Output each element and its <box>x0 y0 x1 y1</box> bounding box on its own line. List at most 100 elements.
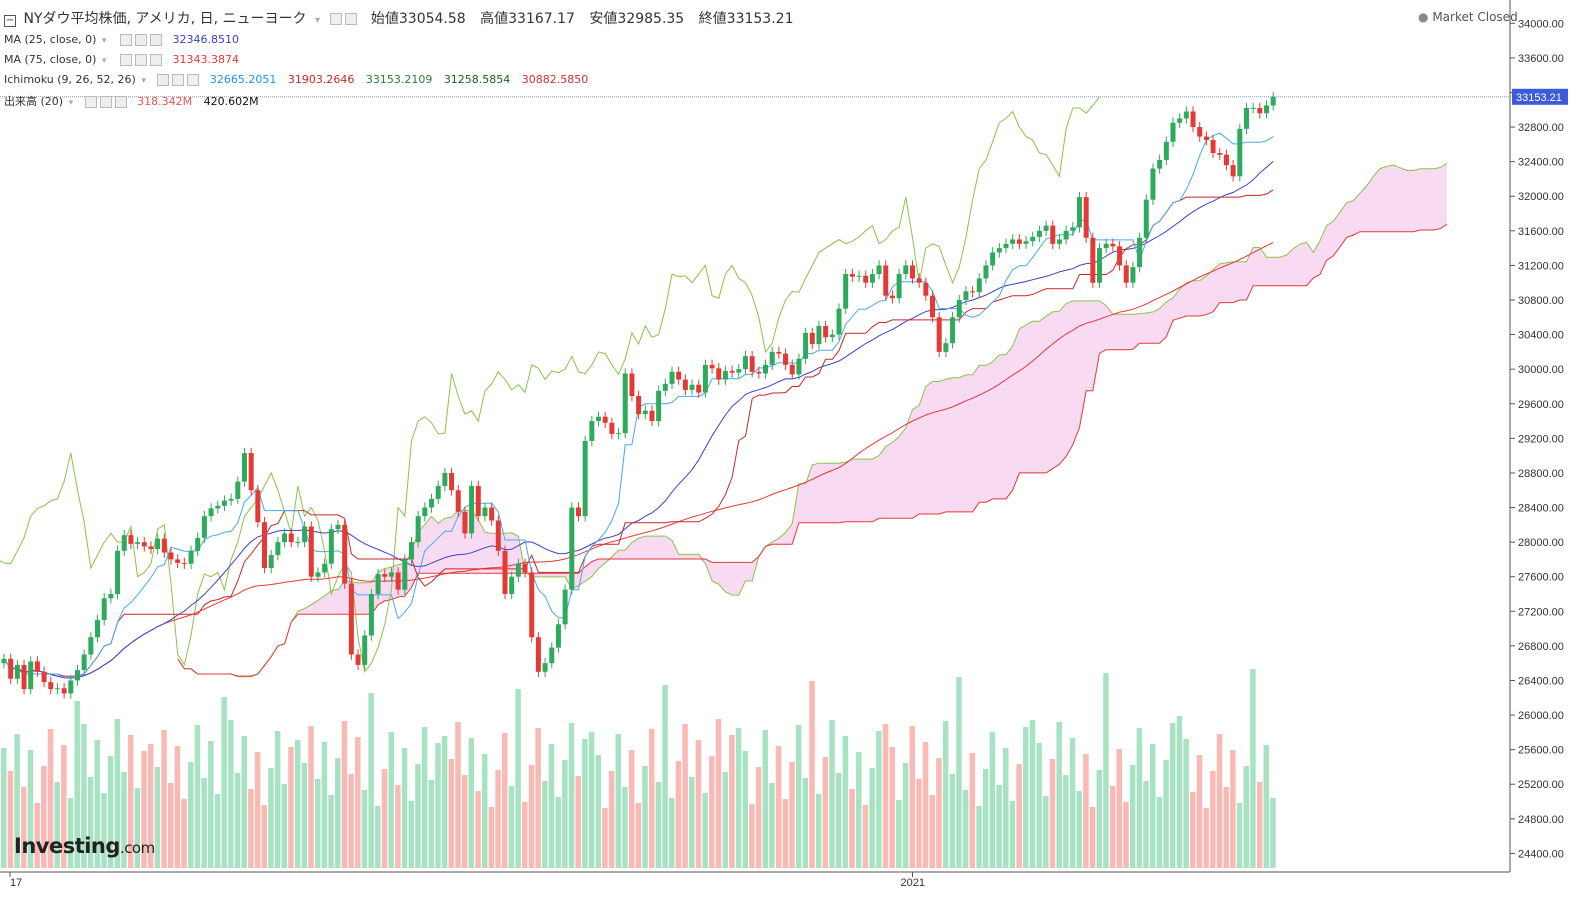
candle-body <box>408 542 414 560</box>
y-tick-label: 32800.00 <box>1518 122 1564 134</box>
candle-body <box>28 661 34 690</box>
volume-bar <box>956 677 962 868</box>
volume-bar <box>1183 739 1189 868</box>
volume-bar <box>789 762 795 868</box>
candle-body <box>475 485 481 517</box>
candle-body <box>636 395 642 415</box>
visibility-toggle-icon[interactable] <box>330 13 343 25</box>
volume-bar <box>502 733 508 868</box>
volume-bar <box>168 783 174 868</box>
chevron-down-icon[interactable]: ▾ <box>68 98 74 108</box>
candle-body <box>1137 237 1143 268</box>
volume-bar <box>1230 750 1236 868</box>
volume-bar <box>655 782 662 868</box>
candle-body <box>388 572 394 577</box>
visibility-toggle-icon[interactable] <box>119 34 132 46</box>
volume-bar <box>121 772 127 868</box>
settings-icon[interactable] <box>134 54 147 66</box>
candle-body <box>1264 105 1270 114</box>
close-icon[interactable] <box>187 74 200 86</box>
volume-bar <box>628 750 635 868</box>
volume-bar <box>602 808 608 868</box>
volume-bar <box>896 800 902 868</box>
chevron-down-icon[interactable]: ▾ <box>101 36 107 46</box>
high-label: 高値 <box>480 11 509 27</box>
volume-bar <box>1236 803 1243 868</box>
candle-body <box>702 364 708 393</box>
candle-body <box>943 343 949 352</box>
volume-bar <box>782 799 789 868</box>
candle-body <box>575 507 581 517</box>
chevron-down-icon[interactable]: ▾ <box>314 15 320 26</box>
volume-bar <box>395 785 401 868</box>
volume-bar <box>515 689 521 868</box>
candle-body <box>375 574 381 594</box>
candle-body <box>1230 165 1236 177</box>
volume-bar <box>575 776 581 868</box>
y-tick-label: 32400.00 <box>1518 157 1564 169</box>
volume-bar <box>1176 716 1183 868</box>
volume-bar <box>715 719 722 868</box>
volume-bar <box>441 736 448 868</box>
visibility-toggle-icon[interactable] <box>119 54 132 66</box>
ichimoku-value-0: 32665.2051 <box>209 73 277 86</box>
volume-bar <box>622 787 628 868</box>
volume-bar <box>1256 782 1263 868</box>
volume-bar <box>1210 771 1216 868</box>
candle-body <box>1 658 7 664</box>
volume-bar <box>375 806 381 868</box>
volume-bar <box>749 804 755 868</box>
ichimoku-legend[interactable]: Ichimoku (9, 26, 52, 26) ▾ 32665.2051 31… <box>4 73 588 86</box>
close-icon[interactable] <box>149 34 162 46</box>
settings-icon[interactable] <box>172 74 185 86</box>
open-value: 33054.58 <box>398 11 466 27</box>
volume-bar <box>87 777 94 868</box>
settings-icon[interactable] <box>134 34 147 46</box>
volume-bar <box>221 697 227 868</box>
candle-body <box>769 351 775 365</box>
candle-body <box>328 529 334 564</box>
minus-box-icon[interactable]: − <box>4 15 16 27</box>
volume-bar <box>702 793 708 868</box>
volume-bar <box>348 774 354 868</box>
volume-legend[interactable]: 出来高 (20) ▾ 318.342M 420.602M <box>4 93 259 109</box>
settings-icon[interactable] <box>99 96 112 108</box>
y-tick-label: 24400.00 <box>1518 848 1564 860</box>
candle-body <box>455 490 461 512</box>
volume-bar <box>989 732 996 868</box>
candle-body <box>896 274 902 299</box>
low-label: 安値 <box>589 11 618 27</box>
volume-bar <box>1016 764 1022 868</box>
visibility-toggle-icon[interactable] <box>84 96 97 108</box>
ichimoku-chikou <box>0 96 1100 673</box>
candle-body <box>970 291 976 293</box>
volume-bar <box>368 693 374 868</box>
ma25-value: 32346.8510 <box>172 33 239 46</box>
candle-body <box>756 371 762 374</box>
candle-body <box>1150 168 1156 200</box>
candle-body <box>729 370 735 373</box>
ma75-legend[interactable]: MA (75, close, 0) ▾ 31343.3874 <box>4 53 239 66</box>
volume-bar <box>1243 766 1249 868</box>
candle-body <box>302 526 308 543</box>
candle-body <box>1090 237 1096 283</box>
close-icon[interactable] <box>149 54 162 66</box>
volume-bar <box>535 728 541 868</box>
candle-body <box>1197 127 1203 137</box>
settings-icon[interactable] <box>345 13 358 25</box>
visibility-toggle-icon[interactable] <box>157 74 170 86</box>
candle-body <box>1203 136 1209 141</box>
close-icon[interactable] <box>114 96 127 108</box>
candle-body <box>796 358 802 375</box>
volume-bar <box>141 751 147 868</box>
ma25-legend[interactable]: MA (25, close, 0) ▾ 32346.8510 <box>4 33 239 46</box>
volume-bar <box>188 762 194 868</box>
volume-bar <box>916 779 922 868</box>
chevron-down-icon[interactable]: ▾ <box>101 56 107 66</box>
chevron-down-icon[interactable]: ▾ <box>141 76 146 86</box>
candle-body <box>315 572 321 577</box>
y-tick-label: 32000.00 <box>1518 191 1564 203</box>
volume-bar <box>361 790 368 868</box>
